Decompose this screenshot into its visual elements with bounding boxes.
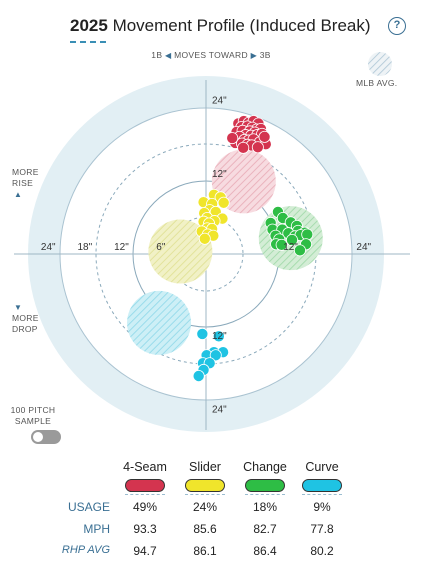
help-icon[interactable]: ? xyxy=(388,17,406,35)
pitch-point xyxy=(237,141,250,154)
y-tick-label: 12" xyxy=(212,169,227,180)
direction-left: 1B xyxy=(151,50,163,60)
usage-cell: 18% xyxy=(252,500,278,514)
toggle-knob xyxy=(33,432,43,442)
pitch-point xyxy=(293,244,306,257)
usage-cell: 24% xyxy=(192,500,218,514)
pitch-color-pill xyxy=(245,479,285,492)
pitch-point xyxy=(196,327,209,340)
sample-label: 100 PITCH SAMPLE xyxy=(10,405,56,427)
direction-right: 3B xyxy=(259,50,271,60)
arrow-right-icon: ▶ xyxy=(250,51,258,60)
mph-cell: 85.6 xyxy=(193,522,217,536)
row-label-mph: MPH xyxy=(83,522,110,536)
pitch-color-pill xyxy=(125,479,165,492)
avg-blob-4-seam xyxy=(211,149,276,214)
page-title: 2025 Movement Profile (Induced Break) xyxy=(70,16,371,36)
pitch-pill-underline xyxy=(245,494,285,495)
rhp-avg-cell: 86.1 xyxy=(193,544,217,558)
title-year: 2025 xyxy=(70,16,108,35)
sample-toggle[interactable] xyxy=(31,430,61,444)
avg-blob-curve xyxy=(127,290,192,355)
x-tick-label: 6" xyxy=(156,242,166,253)
arrow-left-icon: ◀ xyxy=(164,51,172,60)
rhp-avg-cell: 86.4 xyxy=(253,544,277,558)
usage-cell: 49% xyxy=(132,500,158,514)
pitch-name: Slider xyxy=(189,460,221,474)
more-rise-label: MORE RISE ▲ xyxy=(12,167,39,200)
y-tick-label: 12" xyxy=(212,331,227,342)
pitch-point xyxy=(286,233,299,246)
moves-toward-label: 1B ◀ MOVES TOWARD ▶ 3B xyxy=(0,50,422,60)
pitch-point xyxy=(275,238,288,251)
pitch-point xyxy=(217,196,230,209)
mph-cell: 93.3 xyxy=(133,522,157,536)
x-tick-label: 24" xyxy=(356,242,371,253)
pitch-point xyxy=(212,330,225,343)
title-underline xyxy=(70,41,106,43)
x-tick-label: 24" xyxy=(41,242,56,253)
pitch-point xyxy=(198,232,211,245)
drop-line2: DROP xyxy=(12,324,38,334)
pitch-pill-underline xyxy=(125,494,165,495)
row-label-rhp-avg: RHP AVG xyxy=(61,544,110,556)
title-text: Movement Profile (Induced Break) xyxy=(112,16,371,35)
mph-cell: 77.8 xyxy=(310,522,334,536)
pitch-point xyxy=(251,141,264,154)
sample-line1: 100 PITCH xyxy=(10,405,56,415)
pitch-name: Change xyxy=(243,460,287,474)
mlb-avg-label: MLB AVG. xyxy=(356,78,398,88)
pitch-name: 4-Seam xyxy=(123,460,167,474)
x-tick-label: 12" xyxy=(114,242,129,253)
pitch-point xyxy=(226,132,239,145)
direction-center: MOVES TOWARD xyxy=(174,50,248,60)
arrow-up-icon: ▲ xyxy=(14,190,23,199)
movement-chart: 24" 18" 12" 6" 12" 24" 24" 12" 12" 24" xyxy=(14,52,410,432)
rise-line1: MORE xyxy=(12,167,39,177)
pitch-point xyxy=(209,349,222,362)
mlb-avg-swatch-icon xyxy=(368,52,392,76)
rhp-avg-cell: 94.7 xyxy=(133,544,157,558)
mph-cell: 82.7 xyxy=(253,522,277,536)
usage-cell: 9% xyxy=(313,500,331,514)
pitch-name: Curve xyxy=(305,460,339,474)
row-label-usage: USAGE xyxy=(67,500,110,514)
rise-line2: RISE xyxy=(12,178,34,188)
pitch-point xyxy=(258,130,271,143)
more-drop-label: ▼ MORE DROP xyxy=(12,302,39,335)
pitch-point xyxy=(192,369,205,382)
arrow-down-icon: ▼ xyxy=(14,303,23,312)
avg-blob-slider xyxy=(148,219,213,284)
pitch-color-pill xyxy=(185,479,225,492)
x-tick-label: 12" xyxy=(283,242,298,253)
x-tick-label: 18" xyxy=(78,242,93,253)
pitch-color-pill xyxy=(302,479,342,492)
pitch-pill-underline xyxy=(302,494,342,495)
pitch-pill-underline xyxy=(185,494,225,495)
y-tick-label: 24" xyxy=(212,96,227,107)
drop-line1: MORE xyxy=(12,313,39,323)
rhp-avg-cell: 80.2 xyxy=(310,544,334,558)
y-tick-label: 24" xyxy=(212,404,227,415)
sample-line2: SAMPLE xyxy=(14,416,52,426)
